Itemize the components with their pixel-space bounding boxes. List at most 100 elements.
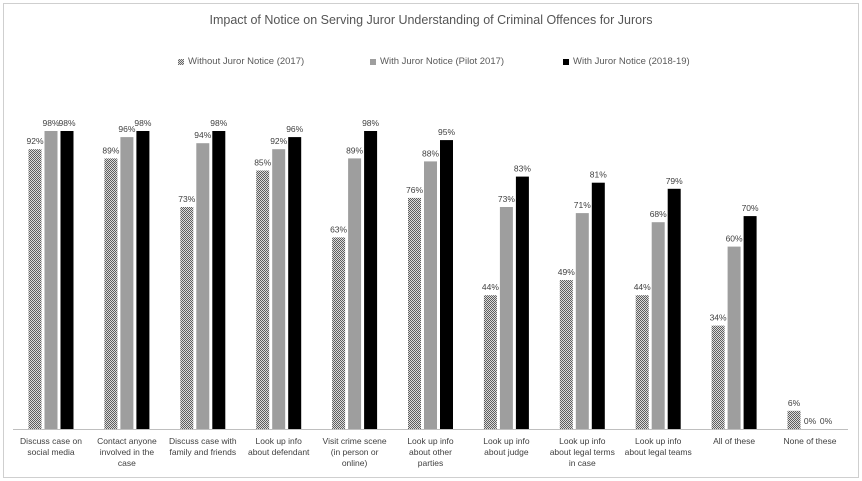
legend-item-2018-19: With Juror Notice (2018-19) <box>563 56 690 67</box>
bar-s0-c0 <box>28 149 42 429</box>
x-tick-label-line: social media <box>27 447 75 457</box>
data-label-s2-c6: 83% <box>514 164 531 174</box>
bar-s2-c6 <box>515 176 529 429</box>
bar-s2-c3 <box>288 137 302 429</box>
bar-s1-c1 <box>120 137 134 429</box>
x-tick-label-2: Discuss case with family and friends <box>169 436 237 457</box>
data-label-s2-c0: 98% <box>58 118 75 128</box>
x-tick-label-0: Discuss case on social media <box>20 436 82 457</box>
bar-s1-c4 <box>348 158 362 429</box>
legend-item-without-notice: Without Juror Notice (2017) <box>178 56 304 67</box>
bar-s2-c7 <box>591 182 605 429</box>
chart-title: Impact of Notice on Serving Juror Unders… <box>209 13 653 27</box>
data-label-s2-c9: 70% <box>742 203 759 213</box>
x-tick-label-5: Look up info about other parties <box>407 436 454 468</box>
x-tick-label-line: about defendant <box>248 447 310 457</box>
bar-s2-c8 <box>667 188 681 429</box>
bar-s2-c4 <box>364 131 378 429</box>
x-tick-label-3: Look up info about defendant <box>248 436 310 457</box>
bar-s1-c3 <box>272 149 286 429</box>
bar-s0-c7 <box>559 280 573 429</box>
data-label-s2-c2: 98% <box>210 118 227 128</box>
data-label-s2-c3: 96% <box>286 124 303 134</box>
data-label-s1-c8: 68% <box>650 209 667 219</box>
x-tick-label-line: Look up info <box>635 436 682 446</box>
x-tick-label-line: None of these <box>784 436 837 446</box>
data-label-s2-c4: 98% <box>362 118 379 128</box>
data-label-s0-c2: 73% <box>178 194 195 204</box>
x-tick-label-line: about judge <box>484 447 529 457</box>
bar-s2-c0 <box>60 131 74 429</box>
legend-swatch-2018-19 <box>563 58 569 65</box>
x-tick-label-line: about legal terms <box>550 447 615 457</box>
x-tick-label-line: Discuss case with <box>169 436 237 446</box>
data-label-s1-c2: 94% <box>194 130 211 140</box>
x-tick-label-1: Contact anyone involved in the case <box>97 436 157 468</box>
legend-swatch-without-notice <box>178 58 184 65</box>
bar-s1-c8 <box>651 222 665 429</box>
x-tick-label-line: case <box>118 458 136 468</box>
bar-s1-c9 <box>727 246 741 429</box>
data-label-s0-c9: 34% <box>710 313 727 323</box>
legend-label-pilot: With Juror Notice (Pilot 2017) <box>380 56 505 67</box>
data-label-s2-c10: 0% <box>820 416 833 426</box>
x-tick-label-6: Look up info about judge <box>483 436 530 457</box>
x-tick-label-line: family and friends <box>169 447 236 457</box>
data-label-s1-c3: 92% <box>270 136 287 146</box>
data-label-s0-c10: 6% <box>788 398 801 408</box>
x-tick-label-line: (in person or <box>331 447 379 457</box>
bar-s0-c3 <box>256 170 270 429</box>
data-label-s1-c10: 0% <box>804 416 817 426</box>
bar-s0-c6 <box>483 295 497 429</box>
bar-s0-c9 <box>711 325 725 429</box>
bar-s1-c2 <box>196 143 210 429</box>
data-label-s0-c4: 63% <box>330 224 347 234</box>
x-tick-label-line: involved in the <box>100 447 155 457</box>
data-label-s1-c4: 89% <box>346 145 363 155</box>
bar-s1-c7 <box>575 213 589 429</box>
bar-s1-c5 <box>424 161 437 429</box>
x-tick-label-line: Visit crime scene <box>323 436 387 446</box>
bar-s0-c1 <box>104 158 118 429</box>
x-tick-label-line: about legal teams <box>625 447 692 457</box>
bar-s0-c4 <box>332 237 346 429</box>
x-tick-label-line: about other <box>409 447 452 457</box>
x-tick-label-line: online) <box>342 458 368 468</box>
legend-swatch-pilot <box>370 58 376 65</box>
x-tick-label-line: All of these <box>713 436 755 446</box>
x-tick-label-line: Discuss case on <box>20 436 82 446</box>
x-tick-label-line: Look up info <box>407 436 454 446</box>
x-tick-label-9: All of these <box>713 436 755 446</box>
x-tick-label-4: Visit crime scene (in person or online) <box>323 436 387 468</box>
x-tick-label-line: Contact anyone <box>97 436 157 446</box>
data-label-s1-c5: 88% <box>422 148 439 158</box>
legend: Without Juror Notice (2017) With Juror N… <box>0 56 862 70</box>
data-label-s2-c5: 95% <box>438 127 455 137</box>
data-label-s2-c8: 79% <box>666 176 683 186</box>
data-label-s0-c8: 44% <box>634 282 651 292</box>
data-label-s1-c1: 96% <box>118 124 135 134</box>
bar-s2-c9 <box>743 216 757 429</box>
x-tick-label-10: None of these <box>784 436 837 446</box>
bar-s0-c8 <box>635 295 649 429</box>
data-label-s1-c9: 60% <box>726 234 743 244</box>
data-label-s2-c1: 98% <box>134 118 151 128</box>
data-label-s1-c0: 98% <box>42 118 59 128</box>
data-label-s0-c3: 85% <box>254 158 271 168</box>
bar-s1-c6 <box>499 207 513 429</box>
data-label-s0-c7: 49% <box>558 267 575 277</box>
data-label-s1-c6: 73% <box>498 194 515 204</box>
bar-s2-c1 <box>136 131 150 429</box>
bar-s0-c5 <box>408 197 421 429</box>
x-tick-label-line: parties <box>418 458 444 468</box>
data-label-s0-c0: 92% <box>26 136 43 146</box>
x-tick-label-line: Look up info <box>483 436 530 446</box>
x-tick-label-line: Look up info <box>559 436 606 446</box>
x-tick-label-line: Look up info <box>256 436 303 446</box>
bar-s0-c2 <box>180 207 194 429</box>
bar-s1-c0 <box>44 131 58 429</box>
data-label-s2-c7: 81% <box>590 170 607 180</box>
data-label-s1-c7: 71% <box>574 200 591 210</box>
x-tick-label-8: Look up info about legal teams <box>625 436 692 457</box>
